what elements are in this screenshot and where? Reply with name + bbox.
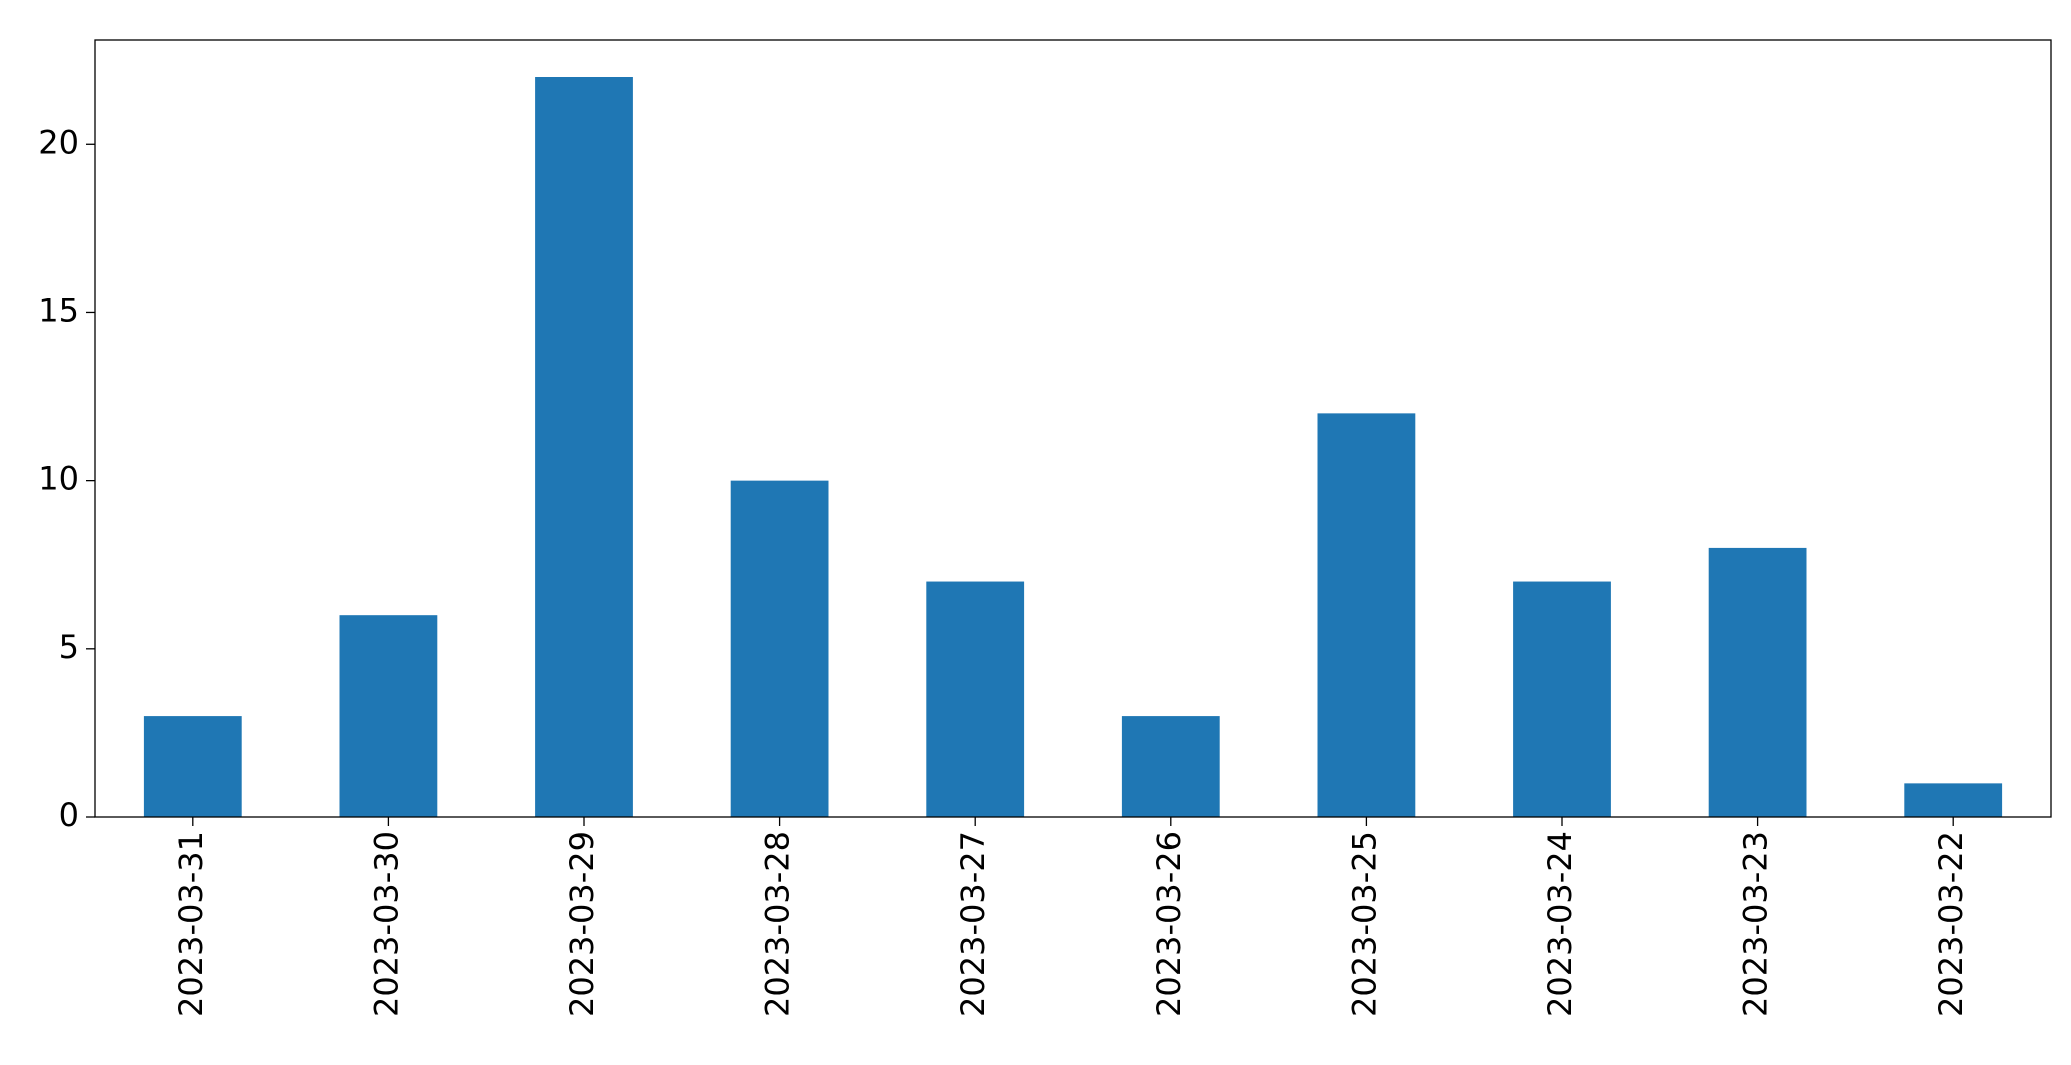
x-tick-label: 2023-03-31 (172, 831, 210, 1017)
y-tick-label: 20 (38, 123, 79, 161)
y-tick-label: 10 (38, 460, 79, 498)
bar (143, 716, 242, 817)
x-tick-label: 2023-03-24 (1541, 831, 1579, 1017)
bar (1708, 547, 1807, 817)
x-tick-label: 2023-03-29 (563, 831, 601, 1017)
bar (535, 77, 633, 817)
x-tick-label: 2023-03-28 (759, 831, 797, 1017)
plot-frame (94, 39, 2052, 818)
bar (1121, 716, 1220, 817)
x-tick-label: 2023-03-25 (1345, 831, 1383, 1017)
bar (926, 581, 1025, 817)
bar (1513, 581, 1611, 817)
bar (1317, 413, 1416, 817)
x-tick-label: 2023-03-27 (954, 831, 992, 1017)
y-tick-label: 5 (59, 628, 79, 666)
y-tick-label: 0 (59, 796, 79, 834)
x-tick-label: 2023-03-23 (1737, 831, 1775, 1017)
x-tick-label: 2023-03-22 (1932, 831, 1970, 1017)
bar (730, 480, 829, 817)
bar (339, 615, 438, 817)
bar (1904, 783, 2003, 817)
x-tick-label: 2023-03-26 (1150, 831, 1188, 1017)
x-tick-label: 2023-03-30 (367, 831, 405, 1017)
y-tick-label: 15 (38, 291, 79, 329)
